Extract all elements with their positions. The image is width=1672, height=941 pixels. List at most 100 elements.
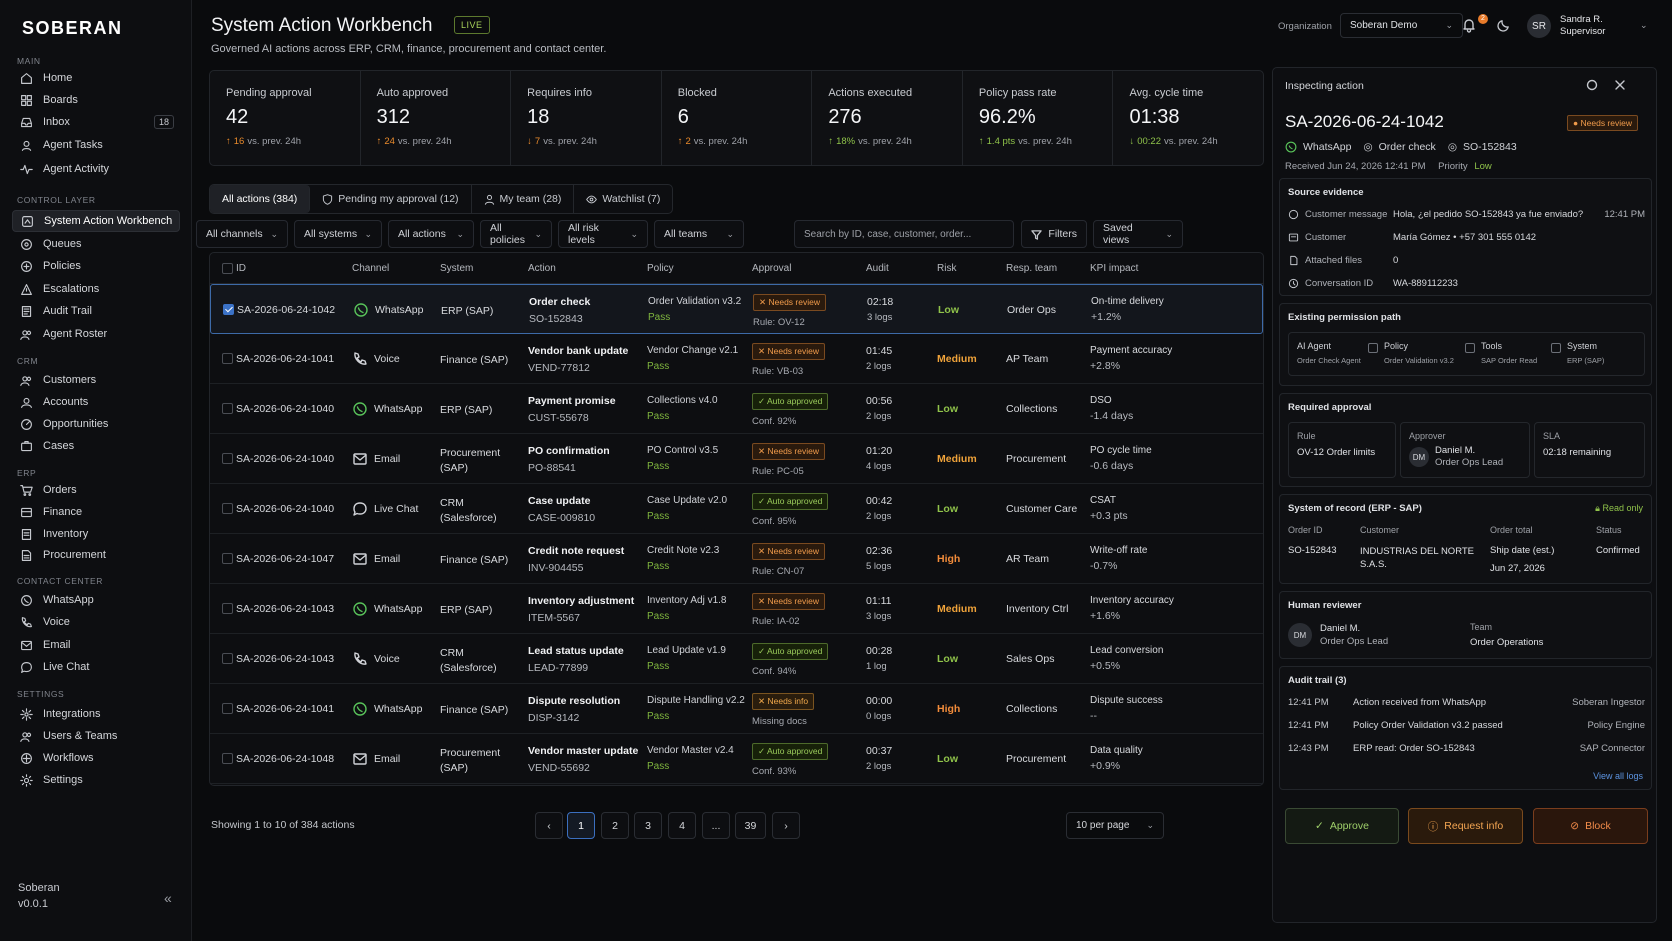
sidebar-item-audit-trail[interactable]: Audit Trail (12, 300, 180, 322)
row-checkbox[interactable] (222, 603, 233, 614)
request-info-button[interactable]: ⓘ Request info (1408, 808, 1523, 844)
filter-select-1[interactable]: All systems ⌄ (294, 220, 382, 248)
sidebar-item-cases[interactable]: Cases (12, 435, 180, 457)
next-page-button[interactable]: › (772, 812, 800, 839)
close-icon[interactable] (1614, 79, 1626, 91)
action-name: Lead status update (528, 645, 624, 657)
filter-select-3[interactable]: All policies ⌄ (480, 220, 552, 248)
search-input[interactable] (794, 220, 1014, 248)
sidebar-item-whatsapp[interactable]: WhatsApp (12, 589, 180, 611)
sidebar-item-agent-tasks[interactable]: Agent Tasks (12, 134, 180, 156)
table-row[interactable]: SA-2026-06-24-1043 WhatsApp ERP (SAP) In… (210, 584, 1263, 634)
approve-button[interactable]: ✓ Approve (1285, 808, 1399, 844)
collapse-sidebar-icon[interactable]: « (164, 890, 172, 906)
block-button[interactable]: ⊘ Block (1533, 808, 1648, 844)
responsible-team: Inventory Ctrl (1006, 603, 1069, 615)
filter-select-4[interactable]: All risk levels ⌄ (558, 220, 648, 248)
tab-1[interactable]: Pending my approval (12) (310, 185, 472, 213)
row-checkbox[interactable] (222, 703, 233, 714)
table-row[interactable]: SA-2026-06-24-1047 Email Finance (SAP) C… (210, 534, 1263, 584)
column-header[interactable]: Approval (752, 263, 792, 274)
table-row[interactable]: SA-2026-06-24-1048 Email Procurement (SAP… (210, 734, 1263, 784)
page-button[interactable]: 2 (601, 812, 629, 839)
sidebar-item-orders[interactable]: Orders (12, 479, 180, 501)
column-header[interactable]: Action (528, 263, 556, 274)
sidebar-item-agent-roster[interactable]: Agent Roster (12, 323, 180, 345)
sidebar-item-inventory[interactable]: Inventory (12, 523, 180, 545)
page-button[interactable]: 1 (567, 812, 595, 839)
bell-icon[interactable] (1461, 17, 1477, 33)
sidebar-item-inbox[interactable]: Inbox 18 (12, 111, 180, 133)
column-header[interactable]: Resp. team (1006, 263, 1058, 274)
sidebar-item-accounts[interactable]: Accounts (12, 391, 180, 413)
sidebar-item-voice[interactable]: Voice (12, 611, 180, 633)
table-row[interactable]: SA-2026-06-24-1040 Live Chat CRM (Salesfo… (210, 484, 1263, 534)
sidebar-item-label: Voice (43, 616, 70, 628)
filter-select-2[interactable]: All actions ⌄ (388, 220, 474, 248)
table-row[interactable]: SA-2026-06-24-1043 Voice CRM (Salesforce)… (210, 634, 1263, 684)
sidebar-item-users-teams[interactable]: Users & Teams (12, 725, 180, 747)
sidebar-item-agent-activity[interactable]: Agent Activity (12, 158, 180, 180)
sidebar-item-settings[interactable]: Settings (12, 769, 180, 791)
sidebar-item-policies[interactable]: Policies (12, 255, 180, 277)
page-button[interactable]: 3 (634, 812, 662, 839)
per-page-select[interactable]: 10 per page ⌄ (1066, 812, 1164, 839)
column-header[interactable]: Channel (352, 263, 390, 274)
row-checkbox[interactable] (222, 453, 233, 464)
table-row[interactable]: SA-2026-06-24-1041 WhatsApp Finance (SAP… (210, 684, 1263, 734)
select-all-checkbox[interactable] (222, 263, 233, 274)
page-button[interactable]: 4 (668, 812, 696, 839)
filter-select-5[interactable]: All teams ⌄ (654, 220, 744, 248)
sidebar-item-system-action-workbench[interactable]: System Action Workbench (12, 210, 180, 232)
table-row[interactable]: SA-2026-06-24-1041 Voice Finance (SAP) V… (210, 334, 1263, 384)
prev-page-button[interactable]: ‹ (535, 812, 563, 839)
kpi-impact-name: Write-off rate (1090, 545, 1148, 556)
row-checkbox[interactable] (223, 304, 234, 315)
view-all-logs-link[interactable]: View all logs (1593, 771, 1643, 781)
chevron-down-icon[interactable]: ⌄ (1640, 20, 1648, 30)
sidebar-item-live-chat[interactable]: Live Chat (12, 656, 180, 678)
sidebar-item-queues[interactable]: Queues (12, 233, 180, 255)
column-header[interactable]: Policy (647, 263, 674, 274)
user-info[interactable]: Sandra R. Supervisor (1560, 14, 1605, 38)
page-button[interactable]: 39 (735, 812, 766, 839)
user-avatar[interactable]: SR (1527, 14, 1551, 38)
kpi-label: Avg. cycle time (1129, 87, 1204, 99)
row-checkbox[interactable] (222, 403, 233, 414)
table-row[interactable]: SA-2026-06-24-1042 WhatsApp ERP (SAP) Or… (210, 284, 1263, 334)
page-button[interactable]: ... (702, 812, 730, 839)
sidebar-item-escalations[interactable]: Escalations (12, 278, 180, 300)
sidebar-item-workflows[interactable]: Workflows (12, 747, 180, 769)
sidebar-item-finance[interactable]: Finance (12, 501, 180, 523)
row-checkbox[interactable] (222, 653, 233, 664)
filters-button[interactable]: Filters (1021, 220, 1087, 248)
column-header[interactable]: KPI impact (1090, 263, 1139, 274)
sidebar-item-home[interactable]: Home (12, 67, 180, 89)
sidebar-item-email[interactable]: Email (12, 634, 180, 656)
row-checkbox[interactable] (222, 553, 233, 564)
sidebar-item-opportunities[interactable]: Opportunities (12, 413, 180, 435)
moon-icon[interactable] (1496, 18, 1511, 33)
table-row[interactable]: SA-2026-06-24-1040 Email Procurement (SAP… (210, 434, 1263, 484)
column-header[interactable]: Audit (866, 263, 889, 274)
evidence-value: Hola, ¿el pedido SO-152843 ya fue enviad… (1393, 209, 1584, 220)
sidebar-item-boards[interactable]: Boards (12, 89, 180, 111)
column-header[interactable]: ID (236, 263, 246, 274)
row-checkbox[interactable] (222, 503, 233, 514)
sidebar-item-integrations[interactable]: Integrations (12, 703, 180, 725)
refresh-icon[interactable] (1586, 79, 1598, 91)
column-header[interactable]: Risk (937, 263, 957, 274)
saved-views-select[interactable]: Saved views ⌄ (1093, 220, 1183, 248)
column-header[interactable]: System (440, 263, 474, 274)
tab-0[interactable]: All actions (384) (210, 185, 311, 213)
kpi-label: Policy pass rate (978, 87, 1057, 99)
org-select[interactable]: Soberan Demo ⌄ (1340, 13, 1463, 38)
table-row[interactable]: SA-2026-06-24-1040 WhatsApp ERP (SAP) Pa… (210, 384, 1263, 434)
filter-select-0[interactable]: All channels ⌄ (196, 220, 288, 248)
sidebar-item-procurement[interactable]: Procurement (12, 544, 180, 566)
row-checkbox[interactable] (222, 753, 233, 764)
tab-3[interactable]: Watchlist (7) (574, 185, 672, 213)
row-checkbox[interactable] (222, 353, 233, 364)
sidebar-item-customers[interactable]: Customers (12, 369, 180, 391)
tab-2[interactable]: My team (28) (472, 185, 575, 213)
